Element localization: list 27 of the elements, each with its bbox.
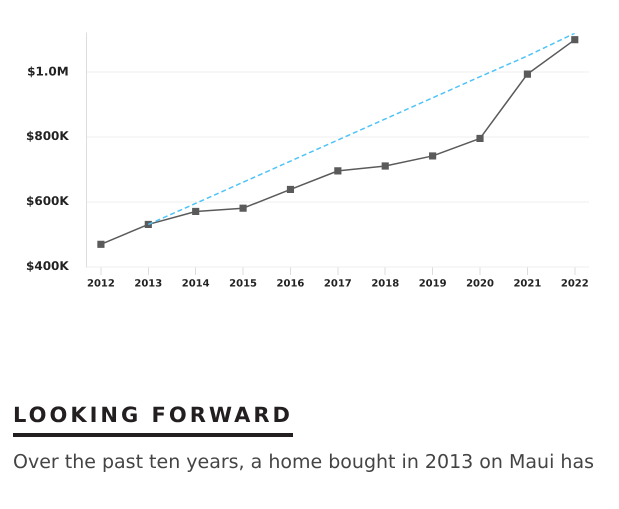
y-tick-label: $600K — [26, 194, 70, 208]
point — [97, 240, 104, 248]
x-tick-label: 2022 — [560, 278, 589, 290]
y-tick-label: $400K — [26, 259, 70, 274]
y-tick-label: $1.0M — [27, 64, 69, 78]
point — [524, 70, 531, 78]
x-tick-label: 2012 — [86, 278, 115, 290]
x-tick-label: 2017 — [324, 278, 352, 290]
point — [476, 134, 484, 142]
point — [334, 167, 342, 174]
x-tick-label: 2019 — [418, 278, 447, 290]
x-tick-label: 2021 — [513, 278, 542, 290]
point — [429, 152, 436, 160]
point — [192, 208, 200, 216]
text: Over the past ten years, a home bought in 2013 on Maui has — [13, 451, 595, 473]
x-tick-label: 2014 — [182, 278, 210, 290]
x-tick-label: 2016 — [276, 278, 304, 290]
x-tick-label: 2015 — [229, 278, 258, 290]
point — [286, 186, 294, 193]
x-tick-label: 2020 — [466, 278, 494, 290]
y-tick-label: $800K — [26, 129, 70, 144]
point — [239, 204, 247, 212]
text: LOOKING FORWARD — [13, 403, 293, 437]
x-tick-label: 2018 — [371, 278, 400, 290]
point — [571, 36, 578, 44]
x-tick-label: 2013 — [134, 278, 162, 290]
point — [382, 162, 389, 170]
